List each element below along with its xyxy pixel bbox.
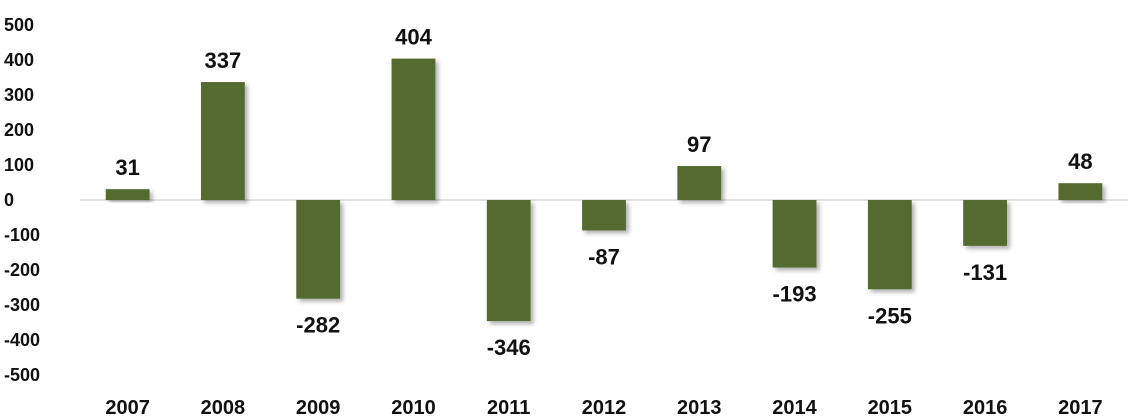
y-tick-label: 500 bbox=[4, 15, 34, 35]
y-axis-ticks: 500 400 300 200 100 0 -100 -200 -300 -400 -500 bbox=[4, 15, 40, 385]
y-tick-label: 200 bbox=[4, 120, 34, 140]
data-label-2014: -193 bbox=[773, 282, 817, 307]
y-tick-label: 100 bbox=[4, 155, 34, 175]
bar-2010 bbox=[391, 58, 436, 200]
data-label-2011: -346 bbox=[487, 335, 531, 360]
bar-2014 bbox=[772, 200, 817, 268]
x-tick-label: 2017 bbox=[1058, 397, 1103, 419]
bar-2011 bbox=[486, 200, 531, 322]
y-tick-label: -300 bbox=[4, 295, 40, 315]
x-tick-label: 2013 bbox=[677, 397, 722, 419]
x-tick-label: 2007 bbox=[105, 397, 150, 419]
y-tick-label: -100 bbox=[4, 225, 40, 245]
data-labels: 31 337 -282 404 -346 -87 97 -193 -255 -131 48 bbox=[115, 25, 1092, 361]
y-tick-label: 400 bbox=[4, 50, 34, 70]
x-tick-label: 2016 bbox=[963, 397, 1008, 419]
data-label-2017: 48 bbox=[1068, 149, 1092, 174]
x-axis-labels: 2007 2008 2009 2010 2011 2012 2013 2014 2015 2016… bbox=[105, 397, 1102, 419]
bar-series bbox=[105, 58, 1103, 322]
y-tick-label: 0 bbox=[4, 190, 14, 210]
x-tick-label: 2011 bbox=[487, 397, 530, 419]
data-label-2008: 337 bbox=[205, 48, 242, 73]
x-tick-label: 2015 bbox=[868, 397, 913, 419]
y-tick-label: -500 bbox=[4, 365, 40, 385]
x-tick-label: 2008 bbox=[201, 397, 246, 419]
x-tick-label: 2009 bbox=[296, 397, 341, 419]
bar-2013 bbox=[677, 166, 722, 200]
y-tick-label: -400 bbox=[4, 330, 40, 350]
bar-2007 bbox=[105, 189, 150, 200]
y-tick-label: -200 bbox=[4, 260, 40, 280]
x-tick-label: 2012 bbox=[582, 397, 627, 419]
bar-2012 bbox=[582, 200, 626, 231]
data-label-2009: -282 bbox=[296, 313, 340, 338]
y-tick-label: 300 bbox=[4, 85, 34, 105]
data-label-2015: -255 bbox=[868, 303, 912, 328]
bar-2015 bbox=[867, 200, 912, 290]
x-tick-label: 2014 bbox=[772, 397, 817, 419]
data-label-2007: 31 bbox=[115, 155, 139, 180]
data-label-2010: 404 bbox=[395, 25, 432, 50]
bar-2008 bbox=[200, 82, 245, 200]
bar-2017 bbox=[1058, 183, 1103, 200]
data-label-2013: 97 bbox=[687, 132, 711, 157]
bar-2016 bbox=[963, 200, 1008, 246]
x-tick-label: 2010 bbox=[391, 397, 436, 419]
bar-2009 bbox=[296, 200, 341, 299]
data-label-2016: -131 bbox=[963, 260, 1007, 285]
data-label-2012: -87 bbox=[588, 244, 620, 269]
